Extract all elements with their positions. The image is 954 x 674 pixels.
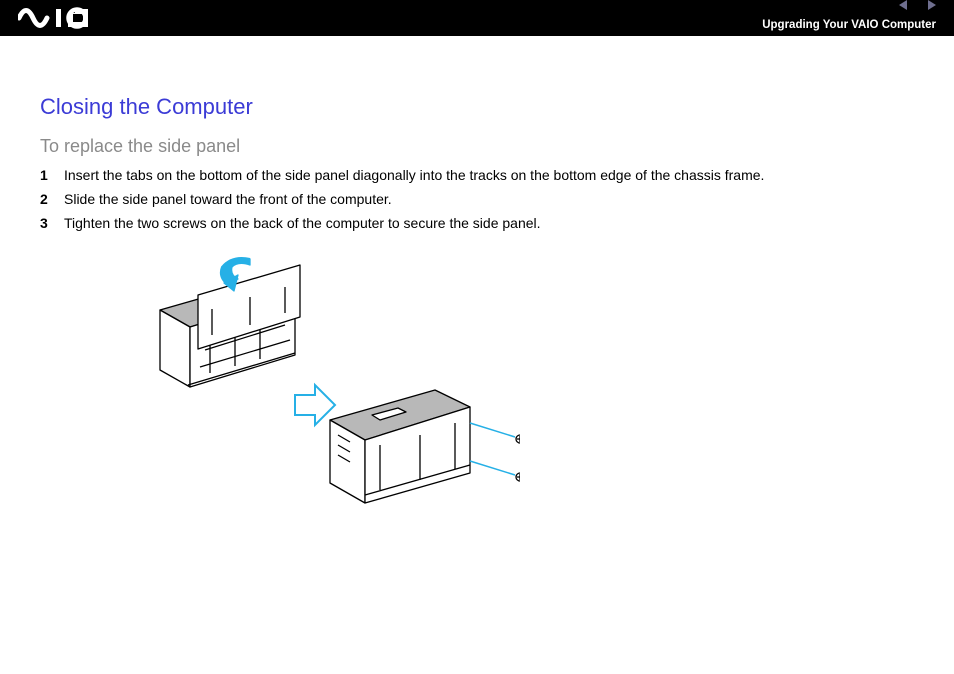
step-text: Insert the tabs on the bottom of the sid… bbox=[64, 167, 764, 183]
step-number: 1 bbox=[40, 167, 50, 183]
header-bar: 94 Upgrading Your VAIO Computer bbox=[0, 0, 954, 36]
step-item: 1 Insert the tabs on the bottom of the s… bbox=[40, 167, 914, 183]
nav-prev-icon[interactable] bbox=[899, 0, 907, 10]
step-text: Slide the side panel toward the front of… bbox=[64, 191, 392, 207]
page-nav: 94 bbox=[899, 0, 936, 12]
step-text: Tighten the two screws on the back of th… bbox=[64, 215, 541, 231]
assembly-diagram bbox=[100, 255, 520, 555]
vaio-logo bbox=[18, 0, 118, 36]
step-number: 2 bbox=[40, 191, 50, 207]
page-content: Closing the Computer To replace the side… bbox=[0, 36, 954, 555]
steps-list: 1 Insert the tabs on the bottom of the s… bbox=[40, 167, 914, 231]
step-item: 3 Tighten the two screws on the back of … bbox=[40, 215, 914, 231]
main-heading: Closing the Computer bbox=[40, 94, 914, 120]
step-item: 2 Slide the side panel toward the front … bbox=[40, 191, 914, 207]
nav-next-icon[interactable] bbox=[928, 0, 936, 10]
sub-heading: To replace the side panel bbox=[40, 136, 914, 157]
section-title: Upgrading Your VAIO Computer bbox=[762, 19, 936, 31]
step-number: 3 bbox=[40, 215, 50, 231]
page-number: 94 bbox=[911, 0, 924, 12]
